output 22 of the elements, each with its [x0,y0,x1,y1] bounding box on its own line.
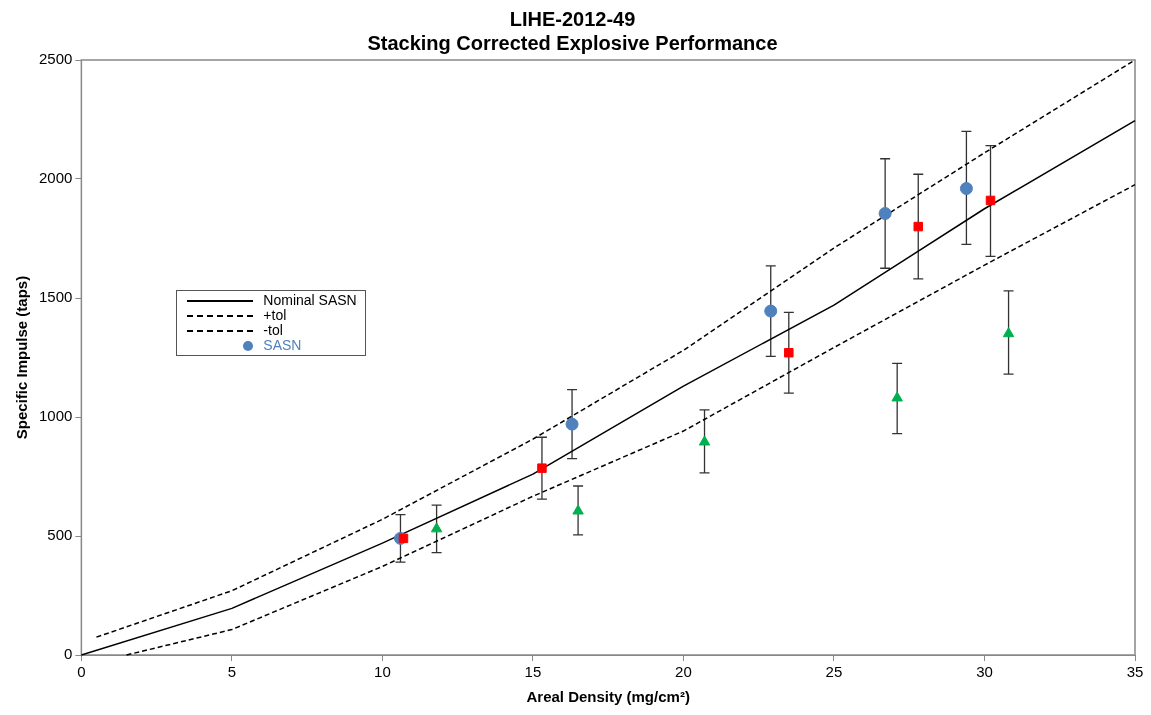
legend-label: +tol [263,307,287,323]
y-tick-label: 1000 [38,407,73,425]
x-tick-label: 35 [1126,663,1144,681]
legend-label: -tol [263,322,283,338]
y-tick-label: 1500 [38,288,73,306]
x-tick-label: 0 [77,663,86,681]
y-tick-label: 2000 [38,169,73,187]
x-tick-label: 10 [374,663,391,681]
y-axis-title: Specific Impulse (taps) [13,275,31,440]
x-axis-title: Areal Density (mg/cm²) [526,688,690,706]
x-tick-label: 25 [825,663,843,681]
legend-label: SASN [263,337,302,353]
y-tick-label: 0 [64,645,73,663]
legend-label: Nominal SASN [263,292,357,308]
x-tick-label: 15 [524,663,542,681]
x-tick-label: 20 [675,663,692,681]
y-tick-label: 500 [47,526,73,544]
x-tick-label: 30 [976,663,993,681]
y-tick-label: 2500 [38,50,73,68]
x-tick-label: 5 [227,663,237,681]
chart-title: LIHE-2012-49 [509,7,636,30]
chart-subtitle: Stacking Corrected Explosive Performance [367,31,778,54]
